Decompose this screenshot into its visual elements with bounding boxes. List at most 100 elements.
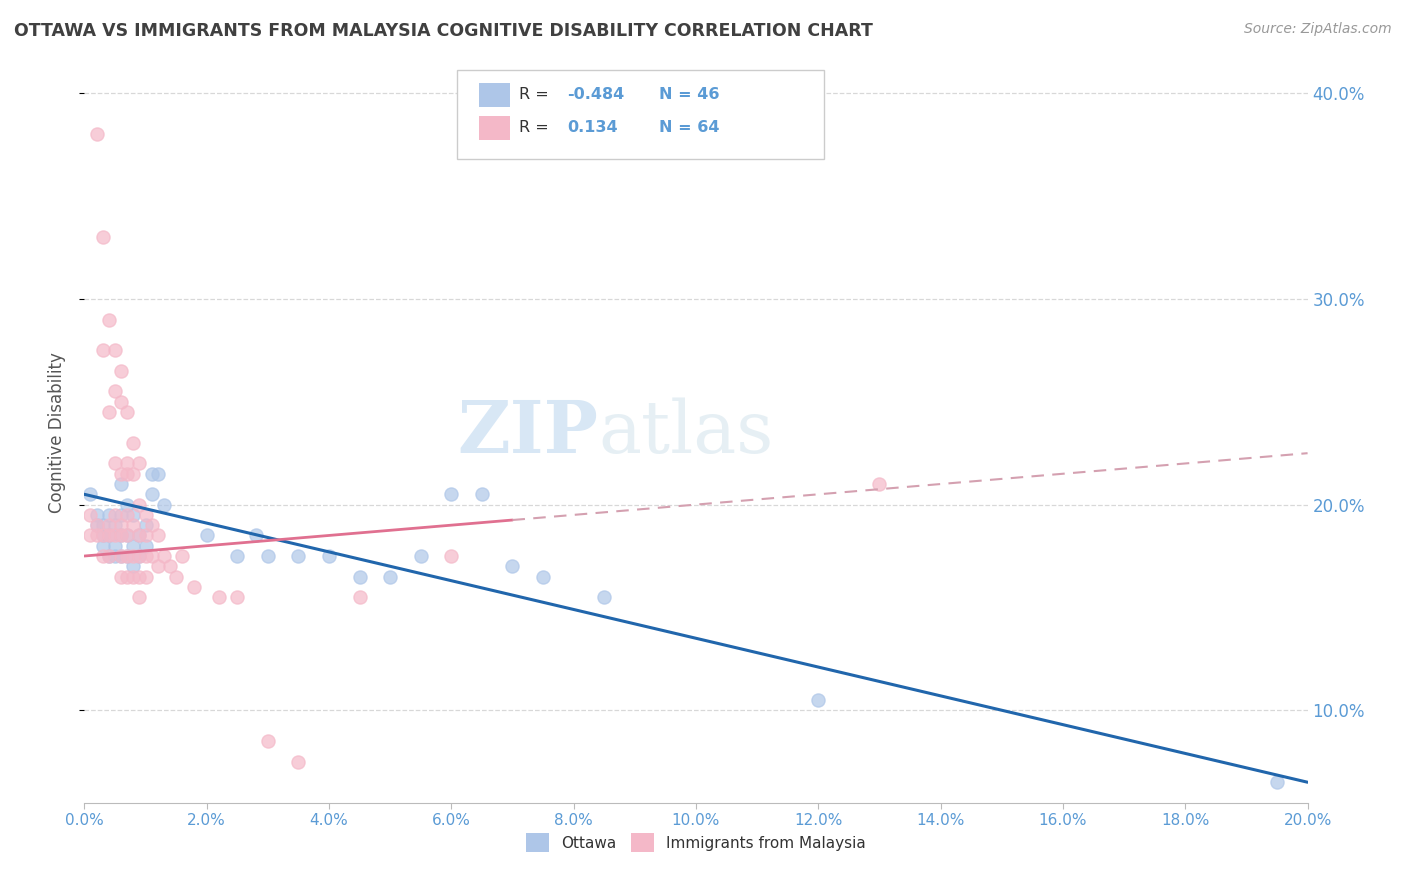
Point bbox=[91, 528, 114, 542]
Point bbox=[91, 528, 114, 542]
Point bbox=[141, 487, 163, 501]
Text: Source: ZipAtlas.com: Source: ZipAtlas.com bbox=[1244, 22, 1392, 37]
Point bbox=[128, 498, 150, 512]
Point bbox=[128, 528, 150, 542]
Point bbox=[146, 467, 169, 481]
Point bbox=[1265, 775, 1288, 789]
Point bbox=[122, 569, 145, 583]
Point bbox=[91, 518, 114, 533]
Point bbox=[110, 518, 132, 533]
Point bbox=[91, 343, 114, 358]
Point bbox=[86, 518, 108, 533]
Point bbox=[97, 508, 120, 522]
Point bbox=[471, 487, 494, 501]
Point bbox=[79, 528, 101, 542]
Text: OTTAWA VS IMMIGRANTS FROM MALAYSIA COGNITIVE DISABILITY CORRELATION CHART: OTTAWA VS IMMIGRANTS FROM MALAYSIA COGNI… bbox=[14, 22, 873, 40]
Point bbox=[86, 508, 108, 522]
Point bbox=[110, 528, 132, 542]
Point bbox=[502, 559, 524, 574]
FancyBboxPatch shape bbox=[479, 83, 510, 107]
Point bbox=[104, 539, 127, 553]
Point bbox=[115, 549, 138, 563]
Point bbox=[104, 343, 127, 358]
Point bbox=[172, 549, 194, 563]
Point bbox=[141, 549, 163, 563]
Point bbox=[440, 549, 463, 563]
Point bbox=[115, 528, 138, 542]
Point bbox=[208, 590, 231, 604]
Point bbox=[122, 508, 145, 522]
Point bbox=[79, 508, 101, 522]
Point bbox=[97, 312, 120, 326]
Point bbox=[380, 569, 402, 583]
Point bbox=[79, 487, 101, 501]
Point bbox=[153, 549, 176, 563]
Point bbox=[104, 518, 127, 533]
Point bbox=[141, 518, 163, 533]
Point bbox=[257, 734, 280, 748]
Point bbox=[128, 549, 150, 563]
Point bbox=[115, 508, 138, 522]
Text: N = 64: N = 64 bbox=[659, 120, 720, 135]
Point bbox=[165, 569, 187, 583]
Point bbox=[104, 528, 127, 542]
Point bbox=[110, 477, 132, 491]
Point bbox=[146, 559, 169, 574]
Point bbox=[110, 394, 132, 409]
Point bbox=[91, 230, 114, 244]
Point bbox=[110, 364, 132, 378]
Point bbox=[115, 405, 138, 419]
Point bbox=[135, 539, 157, 553]
Point bbox=[86, 518, 108, 533]
Point bbox=[122, 549, 145, 563]
Point bbox=[104, 457, 127, 471]
Point bbox=[122, 559, 145, 574]
Point bbox=[135, 518, 157, 533]
Text: -0.484: -0.484 bbox=[568, 87, 624, 102]
Text: N = 46: N = 46 bbox=[659, 87, 720, 102]
Point bbox=[183, 580, 205, 594]
Point bbox=[349, 590, 371, 604]
FancyBboxPatch shape bbox=[479, 117, 510, 140]
Y-axis label: Cognitive Disability: Cognitive Disability bbox=[48, 352, 66, 513]
Point bbox=[122, 539, 145, 553]
Point bbox=[869, 477, 891, 491]
Point bbox=[245, 528, 267, 542]
Point bbox=[531, 569, 554, 583]
Text: R =: R = bbox=[519, 120, 548, 135]
Point bbox=[110, 467, 132, 481]
Point bbox=[104, 549, 127, 563]
Point bbox=[115, 549, 138, 563]
Point bbox=[110, 528, 132, 542]
Point bbox=[135, 569, 157, 583]
Point bbox=[97, 405, 120, 419]
Point bbox=[86, 528, 108, 542]
Point bbox=[287, 755, 309, 769]
Point bbox=[128, 590, 150, 604]
Text: 0.134: 0.134 bbox=[568, 120, 619, 135]
Point bbox=[110, 569, 132, 583]
Point bbox=[409, 549, 432, 563]
Point bbox=[110, 549, 132, 563]
Point bbox=[807, 693, 830, 707]
Point bbox=[115, 498, 138, 512]
Point bbox=[141, 467, 163, 481]
Point bbox=[226, 549, 249, 563]
Text: atlas: atlas bbox=[598, 397, 773, 468]
Text: ZIP: ZIP bbox=[457, 397, 598, 468]
Point bbox=[128, 457, 150, 471]
Point bbox=[318, 549, 340, 563]
Point bbox=[257, 549, 280, 563]
Point bbox=[115, 569, 138, 583]
Point bbox=[91, 549, 114, 563]
Point bbox=[159, 559, 181, 574]
Point bbox=[97, 528, 120, 542]
Point bbox=[135, 549, 157, 563]
Point bbox=[135, 508, 157, 522]
Point bbox=[115, 457, 138, 471]
Point bbox=[153, 498, 176, 512]
Point bbox=[122, 467, 145, 481]
Point bbox=[115, 467, 138, 481]
Point bbox=[135, 528, 157, 542]
Point bbox=[128, 569, 150, 583]
